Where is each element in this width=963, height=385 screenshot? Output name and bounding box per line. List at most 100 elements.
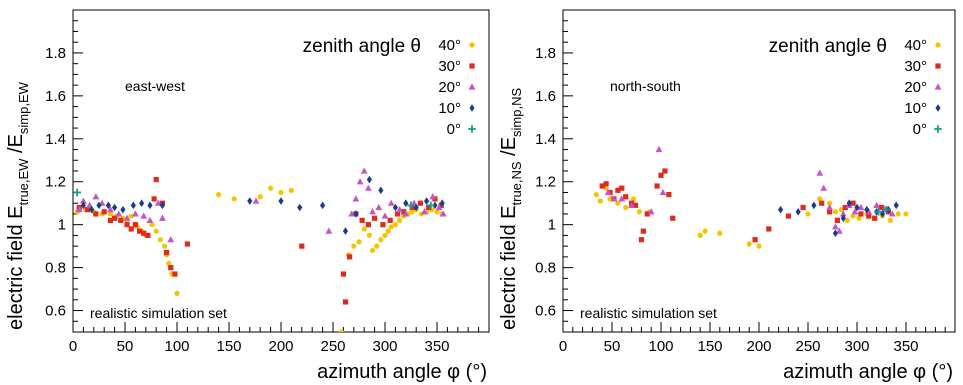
data-point xyxy=(666,192,671,197)
legend-entry-label: 10° xyxy=(438,100,461,117)
data-point xyxy=(641,229,646,234)
panel-annotation: north-south xyxy=(610,78,681,94)
x-tick-label: 300 xyxy=(372,338,397,355)
data-point xyxy=(131,202,136,210)
legend-entry-label: 30° xyxy=(904,58,927,75)
data-point xyxy=(147,202,152,210)
data-point xyxy=(92,193,99,199)
x-tick-label: 350 xyxy=(424,338,449,355)
data-point xyxy=(102,209,107,214)
data-point xyxy=(268,186,273,191)
data-point xyxy=(278,190,283,195)
data-point xyxy=(662,168,667,173)
legend: zenith angle θ 40°30°20°10°0° xyxy=(769,36,942,138)
x-tick-label: 100 xyxy=(648,338,673,355)
data-point xyxy=(717,231,722,236)
data-point xyxy=(289,188,294,193)
y-tick-label: 1.8 xyxy=(535,45,556,62)
legend-entry-label: 0° xyxy=(447,121,461,138)
data-point xyxy=(172,271,177,276)
data-point xyxy=(147,217,154,223)
data-point xyxy=(174,291,179,296)
data-points xyxy=(594,146,909,249)
x-tick-label: 250 xyxy=(795,338,820,355)
x-tick-label: 150 xyxy=(697,338,722,355)
data-point xyxy=(372,216,377,221)
x-tick-label: 50 xyxy=(117,338,134,355)
data-point xyxy=(819,201,824,206)
data-point xyxy=(766,226,771,231)
y-tick-label: 0.8 xyxy=(535,260,556,277)
data-point xyxy=(623,194,628,199)
legend-title: zenith angle θ xyxy=(303,36,421,57)
data-point xyxy=(832,223,839,229)
data-point xyxy=(378,237,383,242)
chart-panel-east-west: 0 50 100 150 200 250 300 350 0.6 0.8 1 1.2 1.4 1.6 1.8… xyxy=(5,10,489,383)
data-point xyxy=(934,125,942,133)
x-axis-label: azimuth angle φ (°) xyxy=(783,361,953,383)
data-point xyxy=(382,233,387,238)
y-tick-label: 1.8 xyxy=(45,45,66,62)
data-point xyxy=(873,202,880,208)
data-point xyxy=(352,195,359,201)
y-tick-label: 1 xyxy=(548,217,556,234)
data-point xyxy=(388,200,395,206)
data-point xyxy=(159,215,166,221)
data-point xyxy=(619,186,624,191)
data-point xyxy=(154,177,159,182)
y-tick-label: 1.4 xyxy=(45,131,66,148)
data-point xyxy=(623,205,628,210)
data-point xyxy=(367,233,372,238)
data-point xyxy=(375,204,382,210)
y-axis-label: electric field Etrue,EW /Esimp,EW xyxy=(5,81,31,330)
data-point xyxy=(139,199,144,207)
x-tick-label: 0 xyxy=(69,338,77,355)
data-point xyxy=(872,216,877,221)
data-point xyxy=(216,192,221,197)
data-point xyxy=(325,228,332,234)
data-point xyxy=(469,83,476,89)
data-point xyxy=(935,42,940,47)
y-tick-label: 1.2 xyxy=(45,174,66,191)
data-point xyxy=(801,205,806,210)
x-tick-label: 300 xyxy=(844,338,869,355)
legend-title: zenith angle θ xyxy=(769,36,887,57)
data-point xyxy=(903,211,908,216)
data-point xyxy=(703,229,708,234)
data-point xyxy=(660,189,667,195)
x-tick-label: 250 xyxy=(320,338,345,355)
data-point xyxy=(351,244,356,249)
data-point xyxy=(816,170,823,176)
y-axis-label: electric field Etrue,NS /Esimp,NS xyxy=(498,88,524,330)
data-point xyxy=(747,241,752,246)
data-point xyxy=(386,229,391,234)
data-point xyxy=(353,210,358,218)
x-tick-label: 50 xyxy=(604,338,621,355)
legend-entry-label: 30° xyxy=(438,58,461,75)
legend-entry-label: 20° xyxy=(904,79,927,96)
data-point xyxy=(247,197,252,205)
legend-entry-label: 40° xyxy=(438,37,461,54)
data-point xyxy=(167,236,174,242)
panel-footnote: realistic simulation set xyxy=(580,305,717,321)
x-tick-label: 0 xyxy=(559,338,567,355)
data-point xyxy=(367,176,372,184)
data-point xyxy=(594,192,599,197)
data-point xyxy=(858,211,863,216)
data-point xyxy=(811,202,816,210)
x-tick-label: 200 xyxy=(746,338,771,355)
data-point xyxy=(299,244,304,249)
legend-entry-label: 0° xyxy=(913,121,927,138)
data-point xyxy=(639,237,644,242)
data-point xyxy=(598,198,603,203)
data-point xyxy=(347,254,352,259)
data-point xyxy=(115,210,122,216)
data-point xyxy=(152,196,157,201)
data-point xyxy=(278,197,283,205)
data-point xyxy=(369,208,376,214)
data-point xyxy=(360,218,365,223)
plot-frame xyxy=(73,10,489,332)
data-point xyxy=(382,212,389,218)
y-tick-label: 0.6 xyxy=(45,303,66,320)
x-tick-label: 100 xyxy=(164,338,189,355)
